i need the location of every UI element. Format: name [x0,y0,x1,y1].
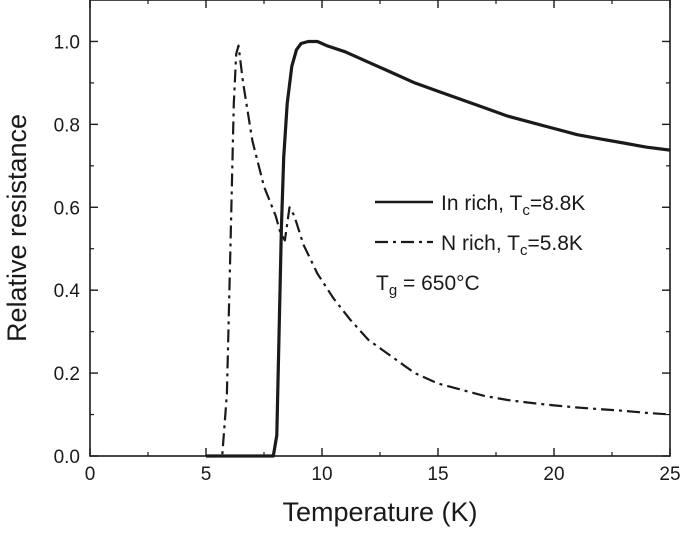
axis-tick-labels: 0 5 10 15 20 25 0.0 0.2 0.4 0.6 0.8 1.0 [54,32,681,485]
y-tick-label: 0.8 [54,115,80,136]
series-group [206,39,671,458]
legend: In rich, Tc=8.8K N rich, Tc=5.8K Tg = 65… [375,192,585,299]
x-axis-title: Temperature (K) [282,497,477,527]
y-tick-label: 0.6 [54,198,80,219]
y-tick-label: 0.4 [54,281,81,302]
series-line-in-rich [206,39,671,458]
x-tick-label: 0 [85,464,96,485]
x-tick-label: 25 [659,464,680,485]
y-tick-label: 0.0 [54,447,80,468]
y-tick-label: 1.0 [54,32,80,53]
y-tick-label: 0.2 [54,364,80,385]
x-tick-label: 15 [427,464,448,485]
x-tick-label: 20 [543,464,564,485]
x-tick-label: 10 [311,464,332,485]
x-tick-label: 5 [201,464,212,485]
legend-label-in-rich: In rich, Tc=8.8K [441,192,585,219]
y-axis-title: Relative resistance [2,114,32,342]
series-line-n-rich [206,44,671,458]
legend-label-n-rich: N rich, Tc=5.8K [441,232,583,259]
growth-temperature-annotation: Tg = 650°C [376,272,480,299]
